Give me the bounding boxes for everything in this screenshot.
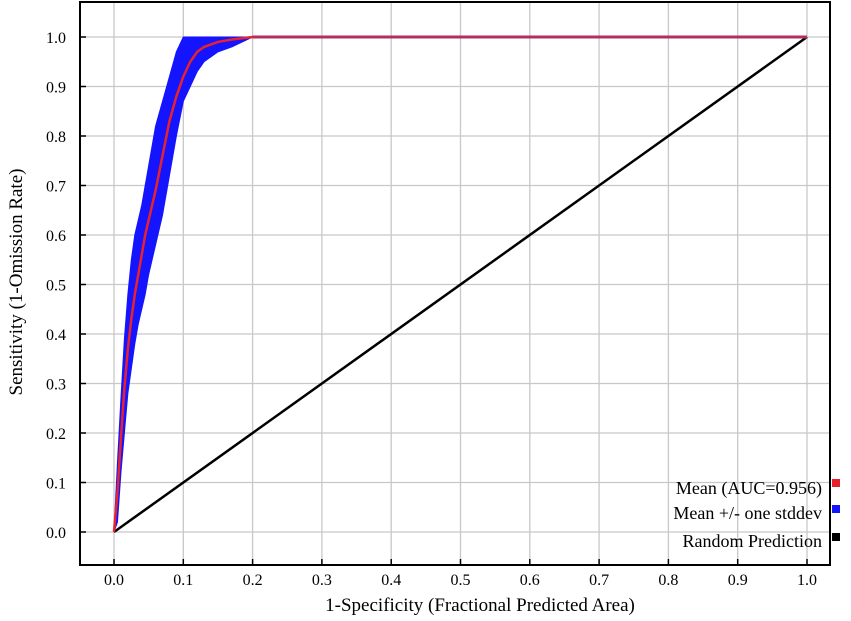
legend-label-random: Random Prediction <box>683 531 822 551</box>
random-prediction-line <box>113 35 808 534</box>
x-axis-title: 1-Specificity (Fractional Predicted Area… <box>325 595 635 616</box>
plot-frame <box>79 1 831 566</box>
y-tick-label: 1.0 <box>46 30 66 47</box>
stddev-band <box>113 36 807 533</box>
x-tick-label: 0.3 <box>312 572 332 589</box>
x-tick-label: 0.4 <box>381 572 401 589</box>
x-tick-label: 0.1 <box>173 572 193 589</box>
legend-label-stddev: Mean +/- one stddev <box>673 503 822 523</box>
x-tick-label: 1.0 <box>797 572 817 589</box>
y-tick-label: 0.7 <box>46 179 66 196</box>
x-tick-label: 0.9 <box>728 572 748 589</box>
legend-swatch-random <box>832 533 840 541</box>
y-tick-label: 0.1 <box>46 476 66 493</box>
x-axis-ticks: 0.0 0.1 0.2 0.3 0.4 0.5 0.6 0.7 0.8 0.9 1.0 <box>104 559 817 589</box>
y-axis-ticks: 0.0 0.1 0.2 0.3 0.4 0.5 0.6 0.7 0.8 0.9 1.0 <box>46 30 86 542</box>
y-tick-label: 0.9 <box>46 80 66 97</box>
x-tick-label: 0.8 <box>658 572 678 589</box>
x-tick-label: 0.2 <box>243 572 263 589</box>
y-tick-label: 0.2 <box>46 426 66 443</box>
legend-swatch-mean <box>832 479 840 487</box>
y-tick-label: 0.4 <box>46 327 66 344</box>
x-tick-label: 0.5 <box>451 572 471 589</box>
mean-line <box>112 35 807 533</box>
x-tick-label: 0.0 <box>104 572 124 589</box>
x-tick-label: 0.6 <box>520 572 540 589</box>
y-tick-label: 0.3 <box>46 377 66 394</box>
y-tick-label: 0.0 <box>46 525 66 542</box>
x-tick-label: 0.7 <box>589 572 609 589</box>
legend-label-mean: Mean (AUC=0.956) <box>676 478 822 499</box>
y-axis-title: Sensitivity (1-Omission Rate) <box>6 169 27 396</box>
legend-swatch-stddev <box>832 505 840 513</box>
y-tick-label: 0.6 <box>46 228 66 245</box>
legend: Mean (AUC=0.956) Mean +/- one stddev Ran… <box>673 478 840 551</box>
y-tick-label: 0.5 <box>46 278 66 295</box>
y-tick-label: 0.8 <box>46 129 66 146</box>
